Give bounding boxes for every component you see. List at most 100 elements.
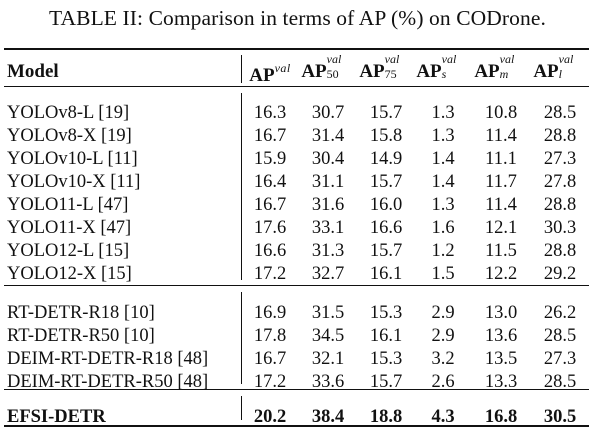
model-name: YOLOv8-L [19] [7,103,130,123]
cell-aps: 1.6 [431,218,455,238]
cell-aps: 3.2 [431,349,455,369]
cell-ap75: 15.7 [369,103,403,123]
table-row-ours: EFSI-DETR 20.2 38.4 18.8 4.3 16.8 30.5 [4,402,589,432]
cell-apm: 10.8 [484,103,518,123]
cell-apl: 28.8 [543,195,577,215]
cell-ap50: 31.6 [311,195,345,215]
cell-ap75: 16.1 [369,264,403,284]
cell-ap50: 30.7 [311,103,345,123]
model-name: YOLOv8-X [19] [7,126,132,146]
table-row: YOLOv8-X [19] 16.7 31.4 15.8 1.3 11.4 28… [4,125,589,148]
model-name: YOLOv10-L [11] [7,149,138,169]
table-row: YOLOv10-X [11] 16.4 31.1 15.7 1.4 11.7 2… [4,171,589,194]
table-row: YOLO11-L [47] 16.7 31.6 16.0 1.3 11.4 28… [4,194,589,217]
table-row: YOLO12-X [15] 17.2 32.7 16.1 1.5 12.2 29… [4,263,589,286]
cell-ap50: 31.5 [311,303,345,323]
cell-apl: 30.5 [543,407,577,427]
cell-aps: 1.4 [431,149,455,169]
column-separator [241,396,242,420]
header-ap75: AP val 75 [359,52,400,82]
cell-ap: 16.3 [253,103,287,123]
table-caption: TABLE II: Comparison in terms of AP (%) … [48,6,547,30]
model-name: YOLO11-X [47] [7,218,132,238]
cell-ap50: 34.5 [311,326,345,346]
cell-apm: 13.3 [484,372,518,392]
header-ap: APval [249,61,291,86]
cell-aps: 4.3 [431,407,455,427]
header-ap50: AP val 50 [301,52,342,82]
table-row: DEIM-RT-DETR-R18 [48] 16.7 32.1 15.3 3.2… [4,348,589,371]
cell-ap50: 31.1 [311,172,345,192]
cell-ap75: 16.6 [369,218,403,238]
cell-ap75: 15.7 [369,241,403,261]
header-apl: AP val l [533,52,574,82]
cell-ap50: 31.4 [311,126,345,146]
cell-aps: 2.6 [431,372,455,392]
column-separator [241,93,242,280]
cell-apm: 11.7 [485,172,517,192]
cell-apl: 26.2 [543,303,577,323]
table-row: DEIM-RT-DETR-R50 [48] 17.2 33.6 15.7 2.6… [4,371,589,394]
cell-ap: 16.6 [253,241,287,261]
model-name: YOLO12-X [15] [7,264,132,284]
cell-ap50: 33.6 [311,372,345,392]
column-separator [241,292,242,384]
cell-apl: 28.5 [543,372,577,392]
group-rule-1 [4,285,589,286]
model-name: RT-DETR-R50 [10] [7,326,155,346]
cell-ap: 16.7 [253,126,287,146]
cell-apl: 27.3 [543,149,577,169]
model-name: EFSI-DETR [7,407,106,427]
cell-apm: 13.6 [484,326,518,346]
results-table: Model APval AP val 50 AP val 75 AP val s AP val… [4,50,589,432]
model-name: DEIM-RT-DETR-R18 [48] [7,349,209,369]
cell-apm: 11.4 [485,126,517,146]
cell-apm: 13.5 [484,349,518,369]
table-row: RT-DETR-R18 [10] 16.9 31.5 15.3 2.9 13.0… [4,302,589,325]
cell-ap: 17.2 [253,372,287,392]
table-row: YOLO11-X [47] 17.6 33.1 16.6 1.6 12.1 30… [4,217,589,240]
cell-ap75: 16.0 [369,195,403,215]
cell-apm: 12.2 [484,264,518,284]
cell-ap50: 38.4 [311,407,345,427]
cell-ap75: 14.9 [369,149,403,169]
cell-ap75: 15.7 [369,372,403,392]
model-name: DEIM-RT-DETR-R50 [48] [7,372,209,392]
top-rule [4,48,589,50]
cell-ap75: 18.8 [369,407,403,427]
cell-ap: 16.4 [253,172,287,192]
cell-apm: 16.8 [484,407,518,427]
table-row: YOLOv8-L [19] 16.3 30.7 15.7 1.3 10.8 28… [4,102,589,125]
cell-ap50: 32.1 [311,349,345,369]
cell-aps: 1.3 [431,126,455,146]
cell-apm: 11.4 [485,195,517,215]
table-row: YOLOv10-L [11] 15.9 30.4 14.9 1.4 11.1 2… [4,148,589,171]
cell-apm: 13.0 [484,303,518,323]
column-separator [241,55,242,83]
cell-ap75: 16.1 [369,326,403,346]
header-row: Model APval AP val 50 AP val 75 AP val s AP val… [4,50,589,94]
header-apm: AP val m [474,52,515,82]
model-name: RT-DETR-R18 [10] [7,303,155,323]
cell-apl: 28.5 [543,103,577,123]
header-rule [4,86,589,87]
cell-ap75: 15.3 [369,349,403,369]
cell-apl: 28.8 [543,241,577,261]
cell-ap: 16.7 [253,195,287,215]
cell-ap: 20.2 [253,407,287,427]
cell-ap50: 33.1 [311,218,345,238]
cell-apl: 28.8 [543,126,577,146]
cell-apl: 27.3 [543,349,577,369]
cell-aps: 1.3 [431,195,455,215]
cell-ap75: 15.7 [369,172,403,192]
cell-ap75: 15.8 [369,126,403,146]
model-name: YOLO12-L [15] [7,241,130,261]
header-aps: AP val s [416,52,457,82]
cell-apl: 29.2 [543,264,577,284]
table-row: YOLO12-L [15] 16.6 31.3 15.7 1.2 11.5 28… [4,240,589,263]
cell-apm: 12.1 [484,218,518,238]
model-name: YOLOv10-X [11] [7,172,141,192]
cell-aps: 1.5 [431,264,455,284]
cell-ap: 17.2 [253,264,287,284]
model-name: YOLO11-L [47] [7,195,129,215]
